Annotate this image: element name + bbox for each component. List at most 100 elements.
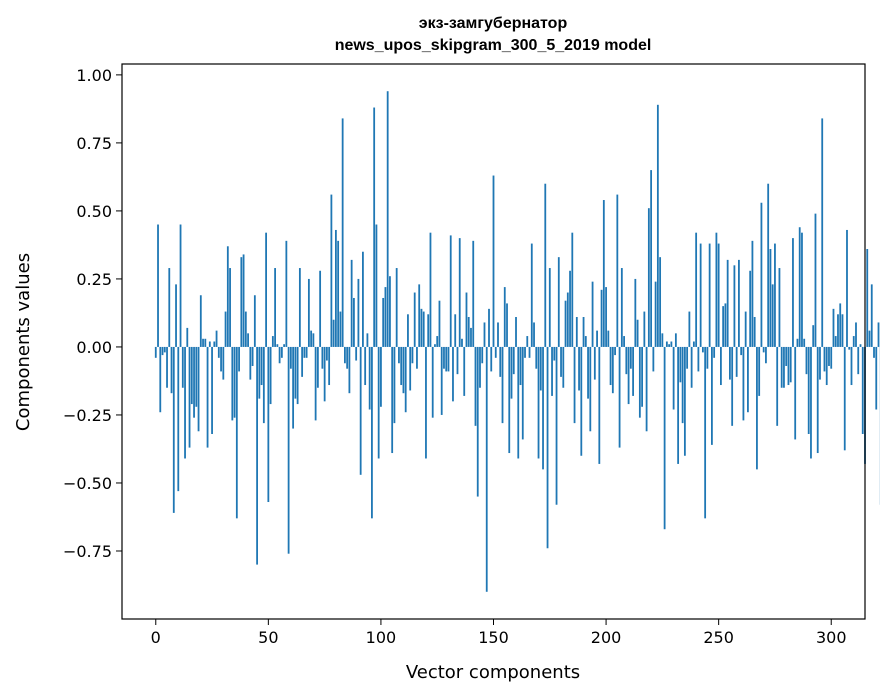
bar-7 [170, 346, 173, 394]
bar-268 [758, 346, 761, 396]
bar-86 [348, 346, 351, 394]
bar-274 [771, 284, 774, 347]
bar-179 [557, 257, 560, 347]
bar-3 [161, 346, 164, 356]
bar-46 [258, 346, 261, 399]
bar-158 [510, 346, 513, 399]
bar-58 [285, 240, 288, 347]
bar-201 [607, 330, 610, 347]
bar-197 [598, 346, 601, 464]
bar-4 [163, 346, 166, 353]
bar-184 [569, 270, 571, 347]
bar-103 [386, 91, 389, 347]
bar-85 [346, 346, 349, 369]
bar-146 [483, 322, 486, 347]
bar-192 [587, 346, 589, 399]
bar-8 [172, 346, 175, 513]
bar-225 [661, 333, 664, 347]
bar-198 [600, 289, 603, 347]
bar-153 [499, 346, 502, 377]
bar-306 [843, 346, 846, 451]
y-axis-label: Components values [13, 253, 34, 431]
bar-307 [846, 229, 848, 347]
bar-299 [828, 346, 830, 366]
bar-204 [614, 346, 616, 356]
bar-267 [756, 346, 758, 470]
bar-218 [645, 346, 648, 432]
bar-121 [427, 314, 430, 347]
y-tick-label: 0.00 [76, 338, 112, 357]
bar-320 [875, 346, 878, 410]
bar-260 [740, 346, 743, 356]
bar-137 [463, 346, 466, 396]
bar-117 [418, 284, 421, 347]
bar-277 [778, 268, 781, 347]
bar-125 [436, 336, 439, 347]
bar-104 [389, 276, 391, 347]
bar-191 [584, 336, 587, 347]
bar-278 [780, 346, 783, 388]
bar-287 [801, 232, 803, 347]
bar-288 [803, 338, 806, 347]
bar-269 [760, 202, 763, 347]
bar-189 [580, 346, 583, 456]
bar-28 [217, 346, 220, 358]
bar-300 [830, 346, 833, 369]
bar-301 [832, 308, 835, 347]
bar-241 [697, 346, 700, 372]
bar-10 [177, 346, 180, 492]
bar-283 [792, 238, 794, 347]
bar-273 [769, 249, 772, 347]
bar-115 [413, 292, 416, 347]
bar-77 [328, 346, 331, 386]
bar-308 [848, 346, 851, 350]
bar-44 [253, 295, 256, 347]
bar-9 [175, 284, 177, 347]
bar-165 [526, 336, 529, 347]
bar-244 [704, 346, 707, 519]
bar-302 [834, 336, 837, 347]
bar-139 [467, 317, 470, 347]
bar-215 [638, 346, 641, 418]
bar-124 [434, 344, 436, 347]
bar-318 [870, 284, 873, 347]
bar-70 [312, 333, 315, 347]
bar-296 [821, 118, 824, 347]
bar-130 [447, 346, 450, 372]
bar-53 [274, 268, 276, 347]
bars-group [154, 91, 880, 592]
bar-138 [465, 292, 468, 347]
bar-209 [625, 346, 628, 375]
bar-38 [240, 257, 243, 347]
bar-183 [566, 292, 569, 347]
bar-203 [611, 346, 614, 394]
bar-45 [256, 346, 258, 565]
bar-175 [548, 268, 551, 347]
bar-90 [357, 278, 360, 347]
bar-135 [458, 238, 461, 347]
bar-68 [307, 278, 310, 347]
bar-194 [591, 281, 594, 347]
bar-200 [605, 287, 607, 347]
bar-265 [751, 240, 754, 347]
bar-22 [204, 338, 207, 347]
bar-110 [402, 346, 405, 394]
y-tick-label: −0.25 [63, 406, 112, 425]
bar-127 [440, 346, 443, 415]
bar-42 [249, 346, 252, 380]
bar-118 [420, 308, 423, 347]
bar-309 [850, 346, 853, 386]
bar-321 [877, 322, 880, 347]
bar-6 [168, 268, 171, 347]
bar-173 [544, 183, 547, 347]
bar-206 [618, 346, 621, 448]
bar-133 [454, 314, 457, 347]
bar-162 [519, 346, 522, 386]
bar-100 [380, 346, 382, 407]
bar-202 [609, 346, 612, 386]
bar-248 [713, 346, 716, 358]
bar-217 [643, 311, 646, 347]
bar-290 [807, 346, 810, 434]
bar-180 [560, 346, 562, 377]
bar-101 [382, 297, 385, 347]
